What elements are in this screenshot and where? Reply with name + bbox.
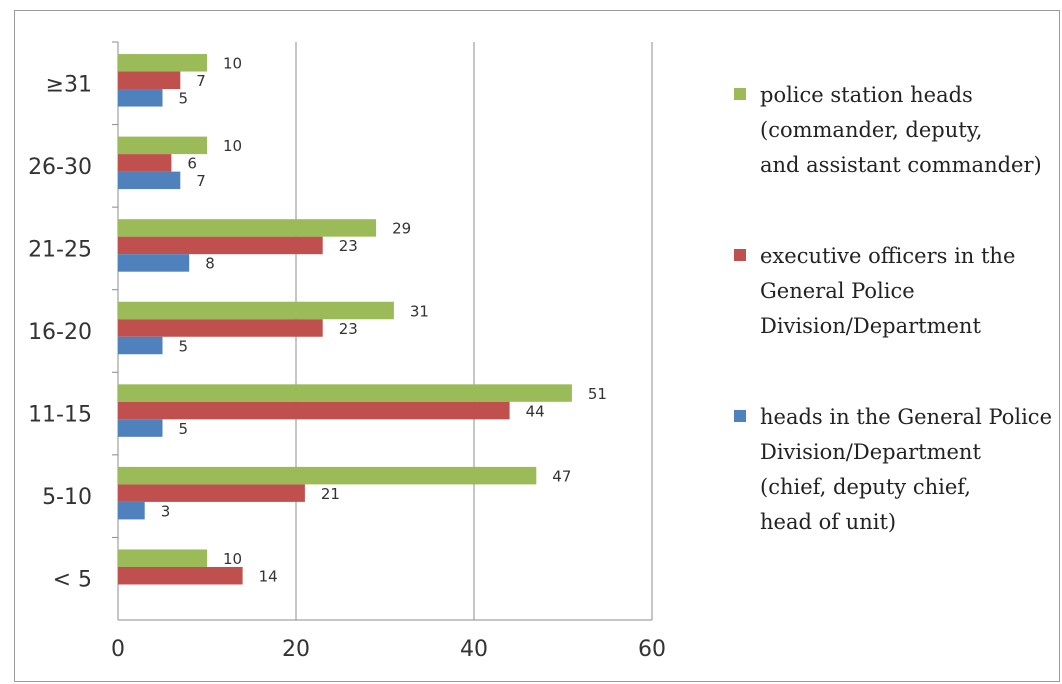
data-label: 7 [196, 72, 206, 90]
bar [118, 501, 145, 520]
legend-swatch [734, 88, 746, 100]
bar [118, 236, 323, 255]
data-label: 47 [552, 467, 571, 485]
x-tick-label: 20 [282, 637, 310, 662]
data-label: 6 [187, 155, 197, 173]
bar [118, 549, 207, 567]
bar [118, 254, 190, 272]
data-label: 51 [588, 385, 607, 403]
bar [118, 54, 207, 72]
bar [118, 384, 572, 402]
data-label: 10 [223, 55, 242, 73]
data-label: 44 [526, 402, 545, 420]
legend-label: police station heads (commander, deputy,… [760, 83, 1042, 177]
category-label: 26-30 [28, 155, 92, 180]
data-label: 3 [161, 502, 171, 520]
bar [118, 171, 181, 190]
category-label: ≥31 [46, 72, 92, 97]
category-label: 21-25 [28, 237, 92, 262]
bar [118, 154, 172, 172]
bar [118, 219, 377, 237]
data-label: 14 [259, 567, 278, 585]
data-label: 5 [179, 90, 189, 108]
bar [118, 484, 305, 502]
x-tick-label: 40 [460, 637, 488, 662]
category-label: < 5 [53, 568, 92, 593]
data-label: 23 [339, 237, 358, 255]
legend-item: police station heads (commander, deputy,… [734, 78, 1060, 183]
data-label: 21 [321, 485, 340, 503]
x-tick-label: 60 [638, 637, 666, 662]
bar [118, 336, 163, 355]
legend-label: executive officers in the General Police… [760, 244, 1016, 338]
data-label: 5 [179, 420, 189, 438]
x-tick-label: 0 [111, 637, 125, 662]
chart-legend: police station heads (commander, deputy,… [734, 78, 1060, 540]
legend-label: heads in the General Police Division/Dep… [760, 405, 1053, 534]
legend-swatch [734, 249, 746, 261]
bar [118, 566, 243, 585]
data-label: 5 [179, 337, 189, 355]
data-label: 10 [223, 137, 242, 155]
bar [118, 419, 163, 437]
bar [118, 401, 510, 420]
legend-item: executive officers in the General Police… [734, 239, 1060, 344]
bar [118, 71, 181, 90]
data-label: 7 [196, 172, 206, 190]
data-label: 31 [410, 302, 429, 320]
legend-swatch [734, 410, 746, 422]
data-label: 8 [205, 255, 215, 273]
category-label: 16-20 [28, 320, 92, 345]
data-label: 29 [392, 220, 411, 238]
data-label: 10 [223, 550, 242, 568]
bar [118, 301, 394, 320]
legend-item: heads in the General Police Division/Dep… [734, 400, 1060, 540]
bar [118, 136, 207, 155]
bar [118, 466, 537, 485]
bar [118, 319, 323, 337]
bar [118, 89, 163, 107]
data-label: 23 [339, 320, 358, 338]
category-label: 11-15 [28, 403, 92, 428]
category-label: 5-10 [42, 485, 92, 510]
